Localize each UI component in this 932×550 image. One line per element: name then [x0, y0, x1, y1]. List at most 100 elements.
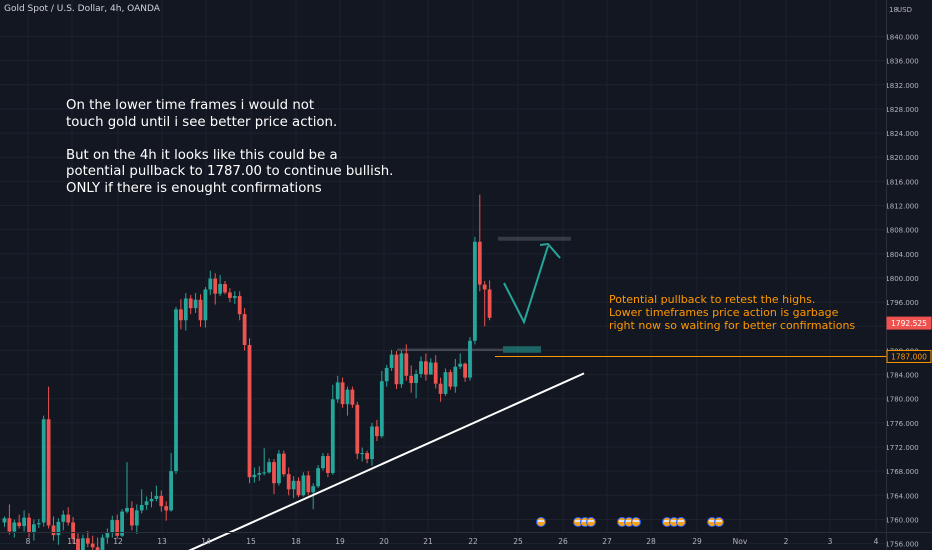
candle-body	[27, 517, 31, 533]
candle	[203, 287, 208, 328]
candle	[350, 386, 355, 408]
candle-body	[291, 480, 296, 490]
grid	[0, 0, 886, 545]
candle-body	[375, 426, 379, 437]
candle-body	[277, 453, 281, 484]
event-icon-mark	[582, 520, 588, 522]
candle-body	[424, 361, 428, 375]
time-tick-label: 4	[874, 537, 879, 546]
symbol-title[interactable]: Gold Spot / U.S. Dollar, 4h, OANDA	[4, 4, 160, 14]
level-price-label-text: 1787.000	[891, 352, 927, 361]
event-icon-mark	[664, 520, 670, 522]
candle	[193, 293, 198, 313]
candle-body	[463, 363, 467, 378]
candle-body	[394, 354, 399, 385]
event-icon	[669, 517, 679, 527]
time-axis[interactable]: 8 11 12 13 14 15 18 19 20 21 22 25 26 27 28 29 Nov 2 3 4	[0, 532, 932, 547]
candle	[149, 491, 154, 508]
candle-body	[174, 309, 178, 472]
event-icon-mark	[619, 520, 625, 522]
candle	[81, 534, 85, 550]
candle-body	[477, 241, 482, 285]
candle	[360, 447, 365, 462]
candle	[36, 518, 41, 528]
price-tick-label: 1808.000	[885, 227, 918, 235]
candle	[213, 273, 218, 305]
candle	[272, 459, 276, 495]
candle	[232, 291, 237, 304]
event-icon-mark	[575, 520, 581, 522]
candle-body	[237, 296, 242, 315]
candle-body	[7, 518, 12, 532]
time-tick-label: 27	[602, 537, 612, 546]
candle	[394, 351, 399, 390]
price-tick-label: 1824.000	[885, 130, 918, 138]
candle-body	[428, 362, 433, 375]
candle-body	[399, 353, 404, 385]
currency-label[interactable]: USD	[897, 6, 912, 14]
candle	[414, 369, 418, 399]
candle	[286, 467, 291, 496]
candle	[134, 504, 139, 534]
candle	[247, 338, 252, 484]
candle	[389, 349, 394, 371]
projection-path	[503, 245, 549, 325]
annotation-note-pullback: Potential pullback to retest the highs. …	[609, 293, 856, 332]
candle	[473, 236, 477, 345]
candle-body	[321, 456, 325, 469]
last-price-label-text: 1792.525	[891, 319, 927, 328]
candle	[41, 415, 46, 527]
candle-body	[360, 453, 365, 455]
candle	[242, 308, 247, 351]
time-tick-label: 22	[468, 537, 478, 546]
time-tick-label: 25	[513, 537, 523, 546]
candle	[17, 514, 22, 529]
event-icon	[573, 517, 583, 527]
candle	[56, 518, 61, 545]
candle	[370, 422, 374, 466]
candle-body	[326, 456, 330, 473]
event-icon	[707, 517, 717, 527]
candle	[399, 350, 404, 388]
candle-body	[272, 462, 276, 484]
last-price-label[interactable]: 1792.525	[886, 316, 932, 330]
candle-body	[51, 525, 56, 536]
price-tick-label: 1840.000	[885, 34, 918, 42]
candle	[66, 507, 71, 526]
candle-body	[36, 523, 41, 525]
candle-body	[443, 372, 448, 394]
candle	[85, 530, 90, 548]
event-icon	[624, 517, 634, 527]
candle-body	[208, 278, 213, 290]
candle	[154, 485, 159, 502]
price-axis[interactable]: 1756.000 1760.000 1764.000 1768.000 1772.000…	[885, 0, 932, 550]
candle	[223, 280, 227, 295]
candle-body	[316, 468, 320, 487]
candle	[32, 519, 36, 541]
candle-body	[179, 309, 183, 321]
candle	[71, 517, 75, 544]
candle	[27, 513, 31, 538]
candle	[110, 515, 115, 538]
candle	[458, 353, 463, 370]
level-price-label[interactable]: 1787.000	[886, 349, 932, 363]
candle-body	[384, 367, 389, 382]
time-tick-label: 26	[558, 537, 568, 546]
event-icon-mark	[671, 520, 677, 522]
candle-body	[340, 382, 345, 405]
candle-body	[281, 453, 286, 475]
candle-body	[203, 289, 208, 321]
event-icon	[676, 517, 686, 527]
candle-body	[257, 472, 262, 475]
price-tick-label: 1784.000	[885, 372, 918, 380]
candle-body	[90, 543, 95, 548]
candle-body	[183, 298, 188, 321]
price-tick-label: 1836.000	[885, 58, 918, 66]
candle	[61, 510, 66, 531]
candle	[463, 362, 467, 382]
event-icon	[714, 517, 724, 527]
candle-body	[32, 524, 36, 533]
projection-arrow-head	[539, 242, 561, 259]
price-tick-label: 1820.000	[885, 154, 918, 162]
